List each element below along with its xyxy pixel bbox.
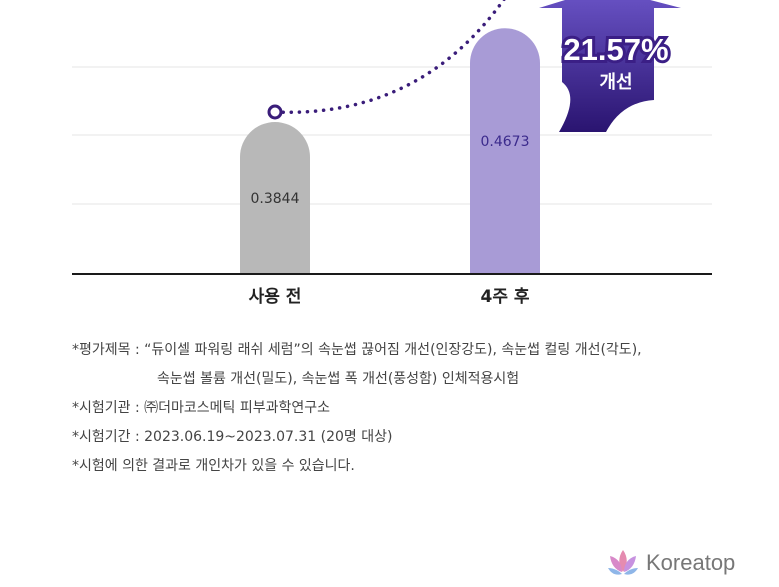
chart: 0.3844 0.4673 사용 전 4주 후 21.57% 개선 bbox=[72, 0, 712, 307]
lotus-icon bbox=[608, 550, 638, 575]
watermark-text: Koreatop bbox=[646, 550, 736, 575]
trend-point-before bbox=[267, 104, 283, 120]
bar-value-labels: 0.3844 0.4673 bbox=[251, 134, 530, 207]
category-label: 사용 전 bbox=[249, 287, 302, 307]
up-arrow-icon bbox=[539, 0, 681, 132]
bar-before bbox=[240, 122, 310, 274]
improvement-label: 개선 bbox=[599, 72, 632, 93]
bar-value-label: 0.4673 bbox=[481, 134, 530, 150]
improvement-callout: 21.57% 개선 bbox=[539, 0, 681, 132]
note-title: *평가제목 : “듀이셀 파워링 래쉬 세럼”의 속눈썹 끊어짐 개선(인장강도… bbox=[72, 342, 642, 358]
watermark-logo: Koreatop bbox=[606, 546, 735, 580]
note-period: *시험기간 : 2023.06.19~2023.07.31 (20명 대상) bbox=[72, 429, 393, 445]
footnotes: *평가제목 : “듀이셀 파워링 래쉬 세럼”의 속눈썹 끊어짐 개선(인장강도… bbox=[72, 336, 762, 481]
note-title-cont: 속눈썹 볼륨 개선(밀도), 속눈썹 폭 개선(풍성함) 인체적용시험 bbox=[157, 371, 520, 387]
category-labels: 사용 전 4주 후 bbox=[249, 286, 530, 307]
note-institution: *시험기관 : ㈜더마코스메틱 피부과학연구소 bbox=[72, 400, 331, 416]
note-disclaimer: *시험에 의한 결과로 개인차가 있을 수 있습니다. bbox=[72, 458, 355, 474]
improvement-percent: 21.57% bbox=[563, 32, 668, 67]
bar-value-label: 0.3844 bbox=[251, 191, 300, 207]
bars bbox=[240, 28, 540, 275]
category-label: 4주 후 bbox=[480, 286, 529, 307]
bar-after bbox=[470, 28, 540, 275]
